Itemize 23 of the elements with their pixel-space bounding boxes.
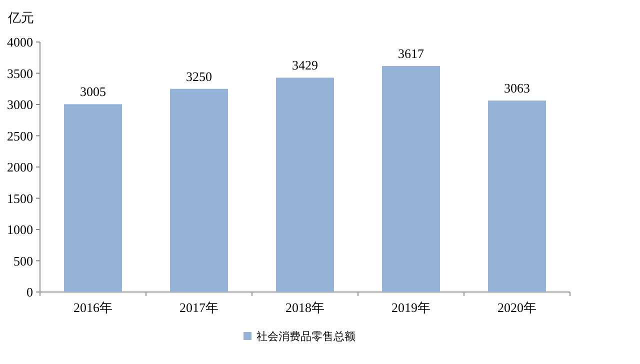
x-tick-label: 2018年 xyxy=(286,300,324,315)
y-tick-label: 3500 xyxy=(7,66,33,81)
x-tick-label: 2016年 xyxy=(74,300,112,315)
x-tick-label: 2017年 xyxy=(180,300,218,315)
y-tick-label: 500 xyxy=(14,253,33,268)
data-label: 3250 xyxy=(186,68,212,84)
y-tick-label: 4000 xyxy=(7,34,33,50)
data-label: 3617 xyxy=(398,46,424,61)
y-tick-label: 0 xyxy=(26,284,33,300)
x-tick-label: 2019年 xyxy=(392,300,430,315)
y-tick-label: 1000 xyxy=(7,222,33,237)
legend: 社会消费品零售总额 xyxy=(244,331,356,343)
x-tick-label: 2020年 xyxy=(498,300,536,315)
y-tick-label: 1500 xyxy=(7,190,33,206)
legend-label: 社会消费品零售总额 xyxy=(256,330,356,343)
y-tick-label: 3000 xyxy=(7,97,33,112)
y-axis-title: 亿元 xyxy=(7,10,34,25)
y-tick-label: 2000 xyxy=(7,160,33,174)
data-label: 3429 xyxy=(292,58,318,73)
data-label: 3005 xyxy=(80,84,106,100)
社会消费品零售总额: 3005 3250 3429 3617 3063 xyxy=(64,46,546,292)
y-tick-label: 2500 xyxy=(7,128,33,144)
data-label: 3063 xyxy=(504,80,530,96)
